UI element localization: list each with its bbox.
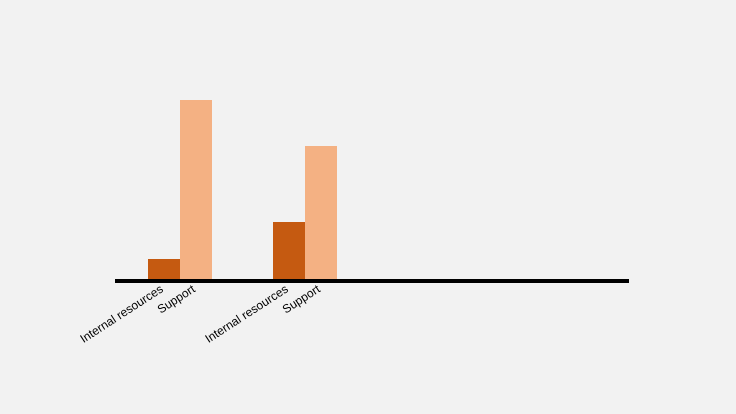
bar: [180, 100, 212, 281]
bar: [305, 146, 337, 281]
bar: [148, 259, 180, 281]
bar: [273, 222, 305, 281]
